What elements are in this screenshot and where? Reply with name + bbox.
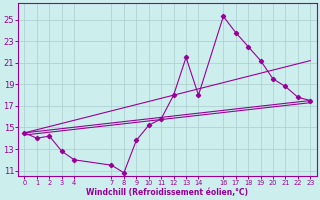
- X-axis label: Windchill (Refroidissement éolien,°C): Windchill (Refroidissement éolien,°C): [86, 188, 248, 197]
